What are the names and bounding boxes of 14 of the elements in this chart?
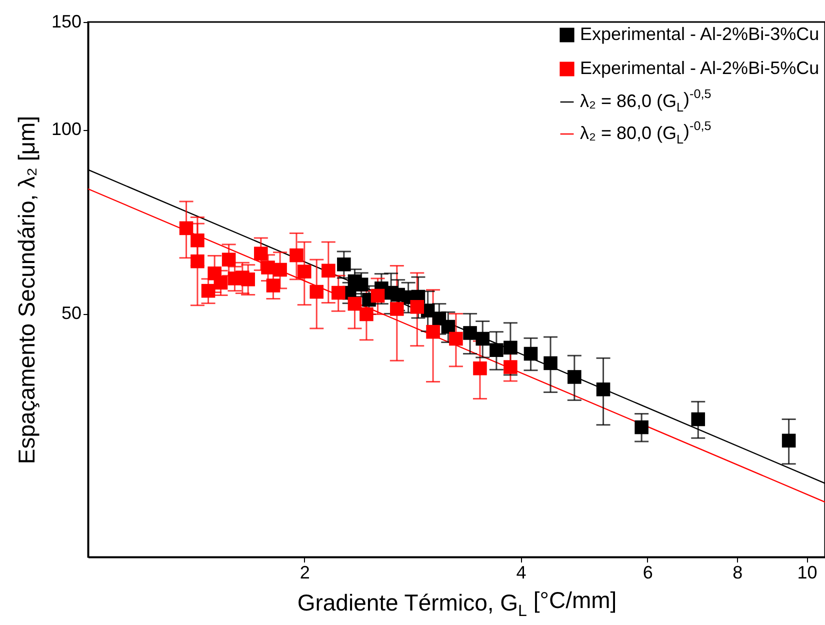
x-tick-label: 4: [516, 562, 526, 582]
x-tick-label: 10: [797, 562, 818, 582]
legend-label: Experimental - Al-2%Bi-3%Cu: [580, 24, 820, 44]
x-axis-title: Gradiente Térmico, G$_{L}$ [°C/mm]: [297, 587, 617, 620]
y-tick-label: 150: [51, 12, 82, 32]
y-tick-label: 50: [61, 303, 82, 324]
legend-label: λ₂ = 80,0 (G$_{L}$)$^{-0,5}$: [580, 119, 712, 146]
y-tick-label: 100: [51, 119, 82, 140]
y-axis-title: Espaçamento Secundário, λ₂ [μm]: [13, 116, 40, 464]
x-tick-label: 6: [642, 562, 653, 582]
legend-label: λ₂ = 86,0 (G$_{L}$)$^{-0,5}$: [580, 87, 712, 114]
legend-label: Experimental - Al-2%Bi-5%Cu: [580, 58, 820, 78]
x-tick-label: 8: [732, 562, 743, 582]
x-tick-label: 2: [300, 562, 310, 582]
